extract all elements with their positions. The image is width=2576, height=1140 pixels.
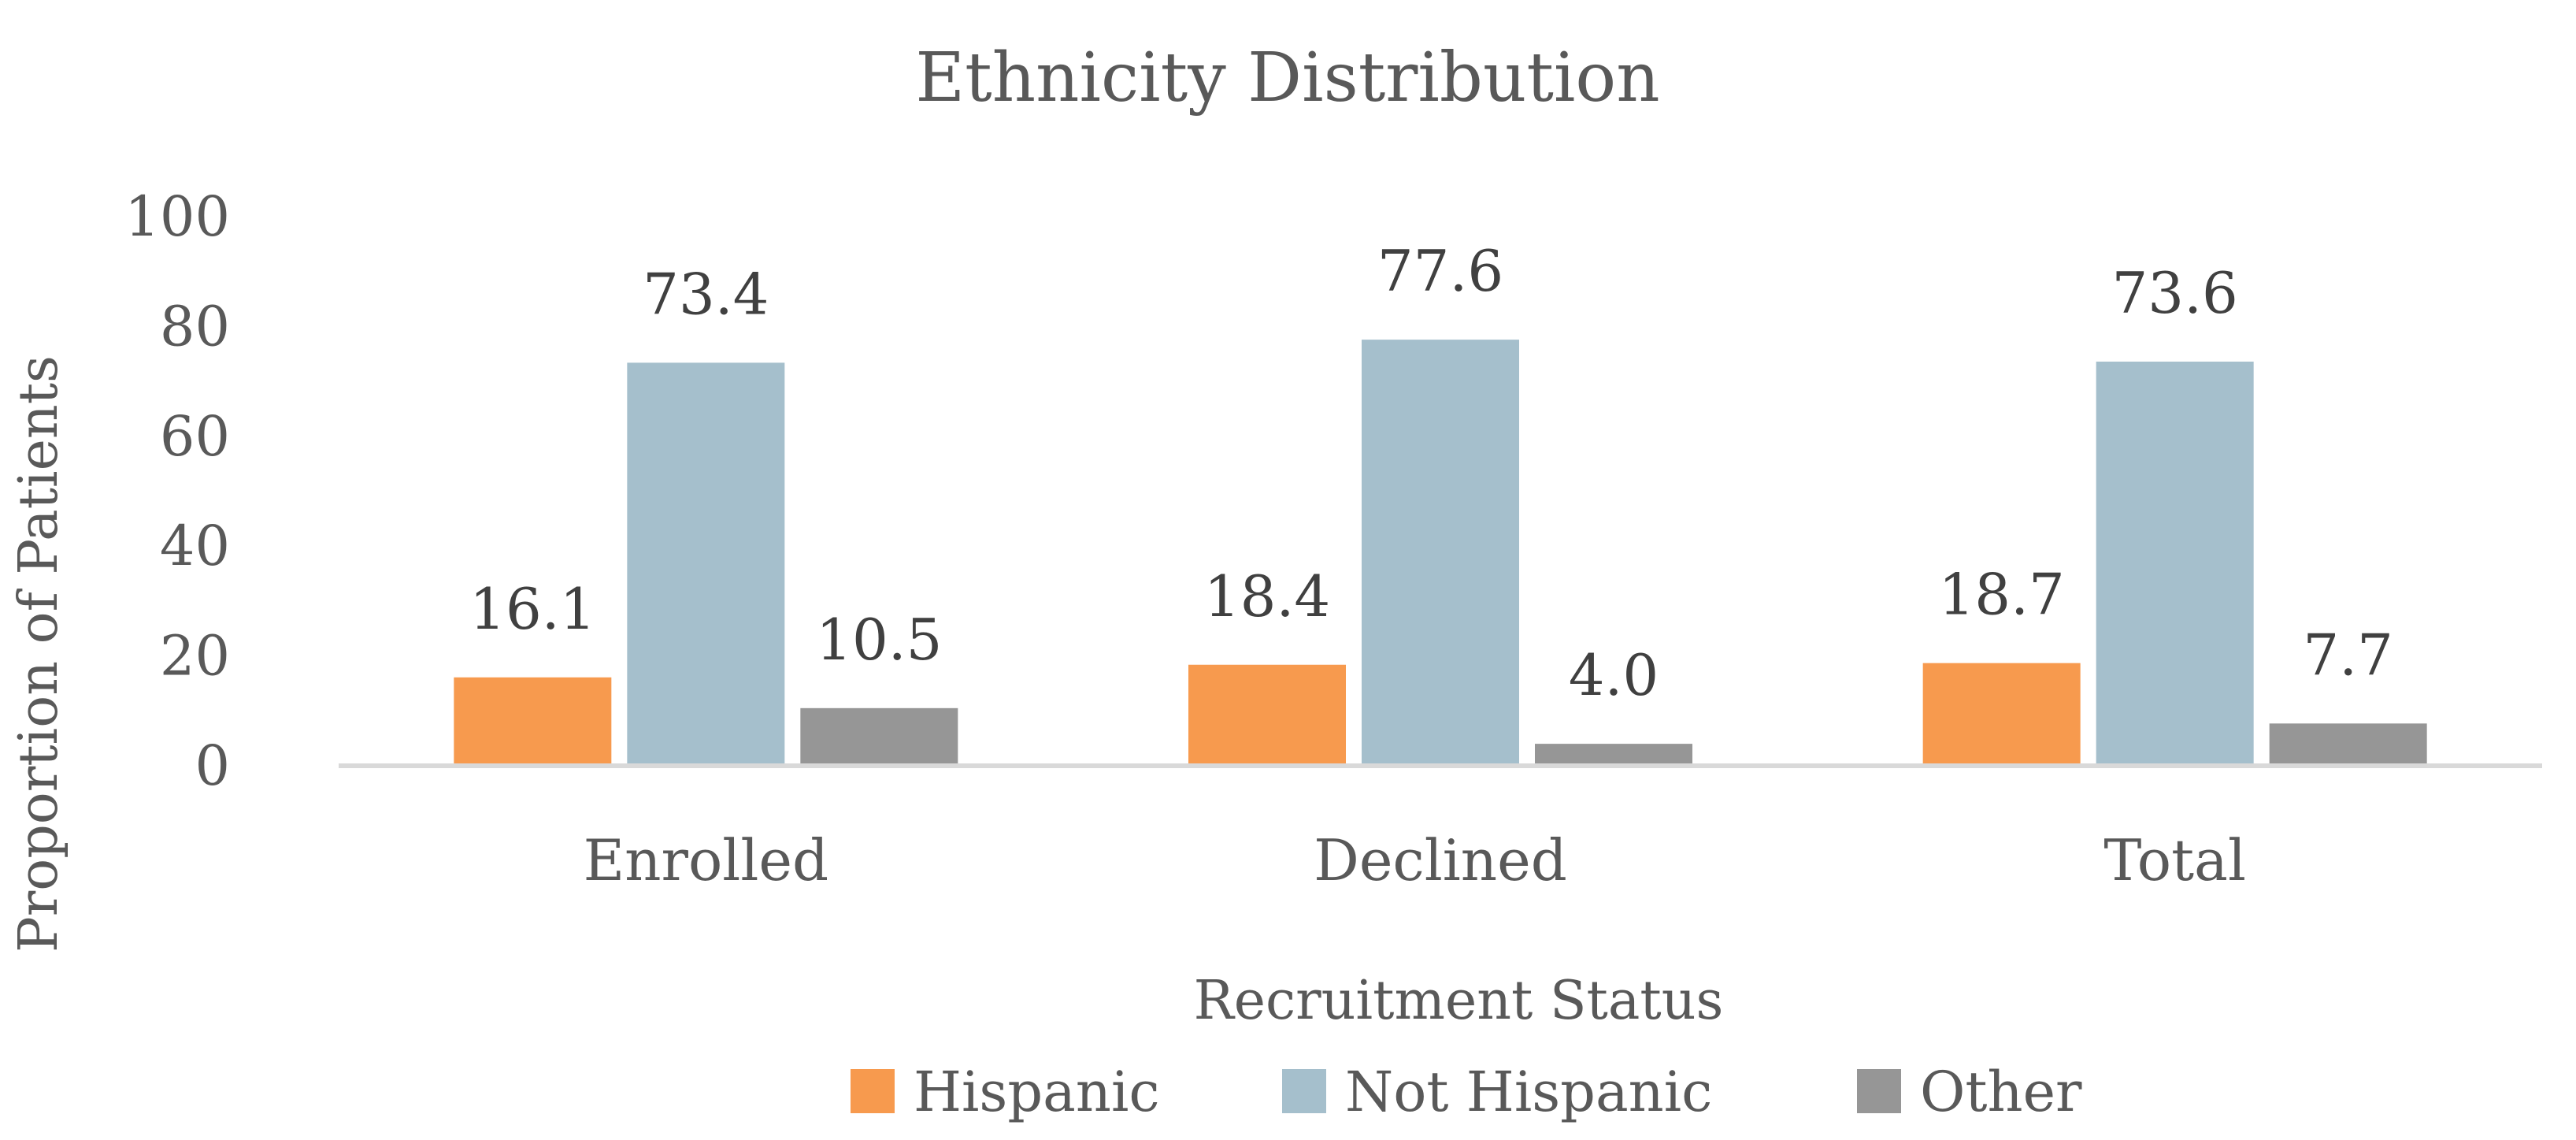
bar-hispanic-total	[1922, 663, 2081, 766]
y-tick-label: 100	[124, 184, 230, 249]
bar-not-hispanic-declined	[1362, 340, 1519, 766]
legend: Hispanic Not Hispanic Other	[851, 1060, 2082, 1124]
bar-hispanic-enrolled	[454, 677, 612, 766]
data-label: 73.4	[643, 261, 769, 327]
chart-title: Ethnicity Distribution	[915, 39, 1659, 117]
x-category-label: Declined	[1314, 827, 1567, 893]
y-axis-title: Proportion of Patients	[8, 355, 70, 952]
bar-not-hispanic-enrolled	[627, 362, 785, 766]
data-label: 7.7	[2303, 622, 2393, 688]
legend-label: Not Hispanic	[1345, 1060, 1712, 1124]
y-tick-label: 0	[195, 733, 230, 798]
x-category-label: Total	[2103, 827, 2246, 893]
bar-other-declined	[1535, 744, 1692, 766]
data-label: 18.4	[1204, 563, 1330, 629]
bar-other-enrolled	[800, 707, 958, 766]
legend-label: Other	[1920, 1060, 2082, 1124]
y-axis-ticks: 0 20 40 60 80 100	[124, 184, 230, 798]
category-labels: Enrolled Declined Total	[584, 827, 2246, 893]
y-tick-label: 60	[160, 404, 230, 469]
bar-other-total	[2269, 723, 2427, 766]
bar-not-hispanic-total	[2096, 362, 2254, 766]
x-axis-title: Recruitment Status	[1194, 970, 1724, 1032]
y-tick-label: 40	[160, 514, 230, 578]
legend-swatch-hispanic	[851, 1069, 895, 1113]
y-tick-label: 80	[160, 294, 230, 358]
data-label: 10.5	[816, 607, 942, 673]
data-labels-group: 16.1 73.4 10.5 18.4 77.6 4.0 18.7 73.6 7.7	[469, 238, 2393, 708]
data-label: 4.0	[1569, 642, 1659, 708]
data-label: 77.6	[1377, 238, 1503, 304]
data-label: 18.7	[1939, 562, 2065, 628]
data-label: 73.6	[2112, 260, 2238, 326]
bar-hispanic-declined	[1188, 664, 1346, 766]
legend-swatch-not-hispanic	[1282, 1069, 1326, 1113]
x-category-label: Enrolled	[584, 827, 828, 893]
data-label: 16.1	[469, 576, 595, 642]
legend-swatch-other	[1857, 1069, 1901, 1113]
legend-label: Hispanic	[914, 1060, 1160, 1124]
y-tick-label: 20	[160, 624, 230, 689]
bars-group	[454, 340, 2427, 766]
